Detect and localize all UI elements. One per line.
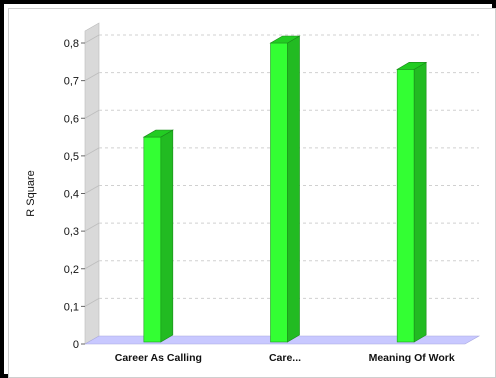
bar-front <box>270 42 288 343</box>
bar-top <box>396 62 428 70</box>
gridline-wall <box>84 109 100 119</box>
gridline-wall <box>84 72 100 81</box>
y-tick-label: 0,5 <box>64 151 79 163</box>
bar-side <box>160 129 174 343</box>
gridline-wall <box>84 222 100 232</box>
y-tick-label: 0,3 <box>64 226 79 238</box>
y-tick-label: 0,4 <box>64 189 79 201</box>
bar-top <box>269 35 301 44</box>
gridline-wall <box>84 185 100 194</box>
gridline-wall <box>84 298 100 307</box>
bar-top <box>142 129 174 138</box>
gridline-wall <box>84 260 100 270</box>
gridline-wall <box>84 147 100 157</box>
bar <box>396 61 428 343</box>
side-wall <box>84 22 100 345</box>
y-axis-label: R Square <box>25 170 37 216</box>
gridline-wall <box>84 34 100 44</box>
bar-side <box>287 35 300 343</box>
bar-chart: 0 0,1 0,2 0,3 0,4 0,5 0,6 0,7 0,8 Career As Call… <box>25 22 481 364</box>
bar <box>142 129 174 343</box>
bar-front <box>396 69 415 343</box>
bar-front <box>143 136 162 343</box>
y-tick-label: 0,8 <box>64 38 79 50</box>
chart-panel: 0 0,1 0,2 0,3 0,4 0,5 0,6 0,7 0,8 Career As Call… <box>8 8 496 378</box>
x-tick-label: Career As Calling <box>115 352 202 364</box>
y-tick-label: 0,2 <box>64 264 79 276</box>
y-tick-label: 0,1 <box>64 301 79 313</box>
y-tick-label: 0,7 <box>64 76 79 88</box>
y-tick-label: 0 <box>73 339 79 351</box>
y-tick-label: 0,6 <box>64 113 79 125</box>
bar-side <box>413 61 427 343</box>
bar <box>269 35 301 343</box>
x-tick-label: Meaning Of Work <box>369 352 455 364</box>
x-tick-label: Care... <box>269 352 301 364</box>
